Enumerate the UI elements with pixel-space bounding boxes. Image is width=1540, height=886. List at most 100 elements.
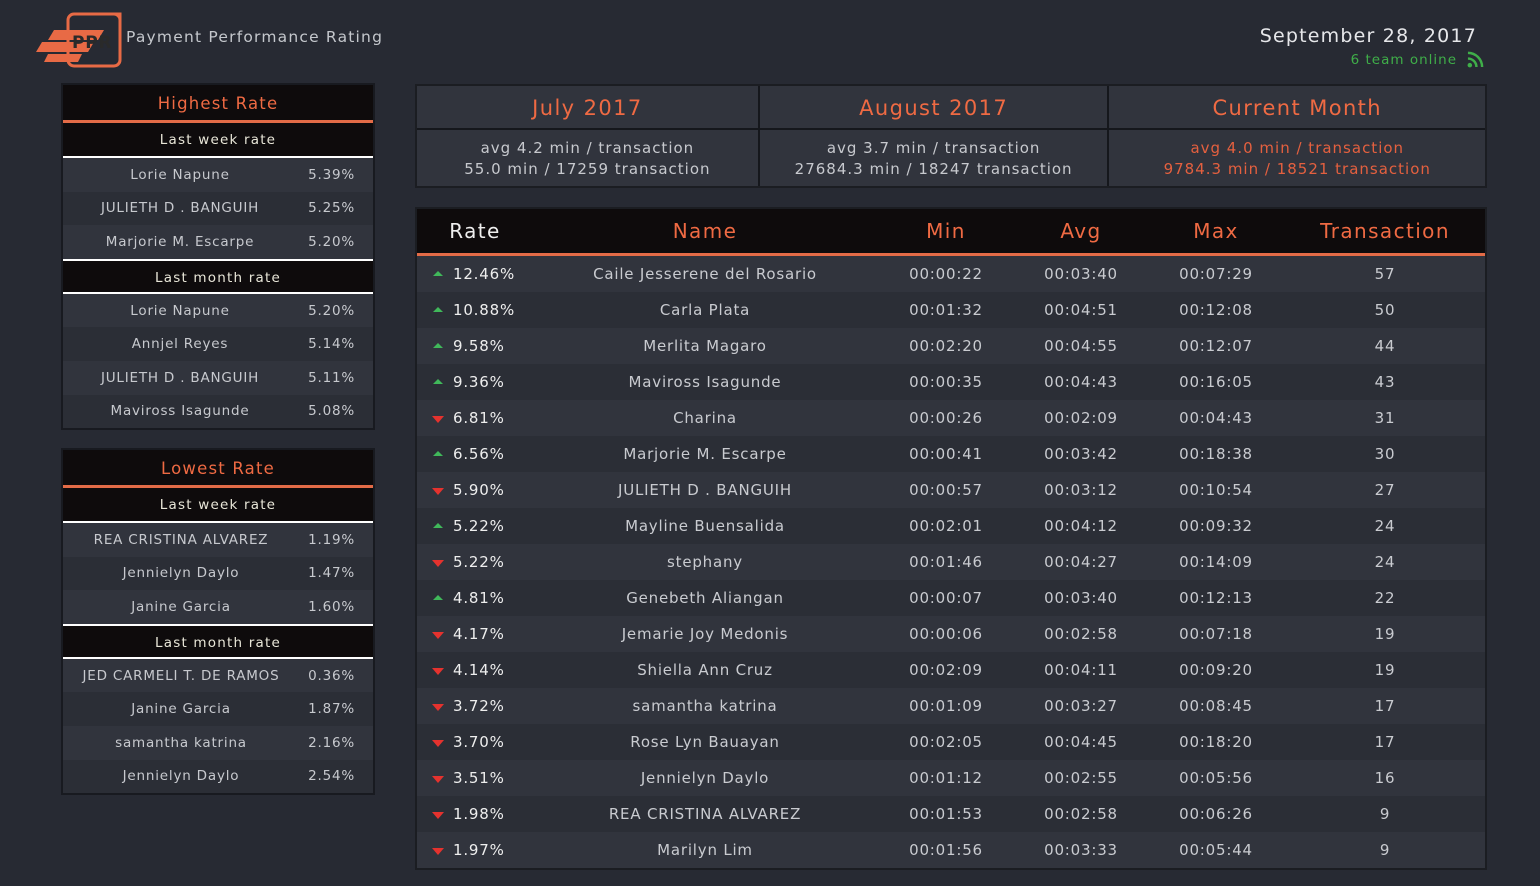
- avg-time: 00:04:27: [1044, 553, 1118, 571]
- avg-time: 00:02:58: [1044, 625, 1118, 643]
- agent-name: Jemarie Joy Medonis: [621, 625, 789, 643]
- summary-current-month: Current Month avg 4.0 min / transaction …: [1109, 86, 1486, 186]
- agent-name: Lorie Napune: [130, 166, 230, 183]
- lowest-week-list: REA CRISTINA ALVAREZ 1.19% Jennielyn Day…: [63, 523, 373, 624]
- agent-name: Annjel Reyes: [131, 336, 229, 353]
- agent-rate: 5.20%: [308, 302, 355, 319]
- trend-down-icon: [431, 774, 445, 783]
- summary-month-title: Current Month: [1109, 86, 1486, 130]
- agent-name: Marjorie M. Escarpe: [623, 445, 787, 463]
- agent-rate: 1.19%: [308, 531, 355, 548]
- transaction-count: 50: [1374, 301, 1396, 319]
- transaction-count: 31: [1374, 409, 1396, 427]
- min-time: 00:02:01: [909, 517, 983, 535]
- avg-time: 00:03:12: [1044, 481, 1118, 499]
- rate-cell: 4.17%: [417, 625, 533, 643]
- rate-cell: 3.70%: [417, 733, 533, 751]
- agent-name: stephany: [667, 553, 743, 571]
- trend-up-icon: [431, 345, 445, 348]
- table-row: 5.90% JULIETH D . BANGUIH 00:00:57 00:03:12…: [417, 472, 1485, 508]
- rate-cell: 1.98%: [417, 805, 533, 823]
- avg-time: 00:03:40: [1044, 265, 1118, 283]
- transaction-count: 16: [1374, 769, 1396, 787]
- table-row: 3.70% Rose Lyn Bauayan 00:02:05 00:04:45 00:…: [417, 724, 1485, 760]
- trend-down-icon: [431, 810, 445, 819]
- rate-cell: 6.81%: [417, 409, 533, 427]
- rate-value: 6.81%: [453, 409, 505, 427]
- max-time: 00:08:45: [1179, 697, 1253, 715]
- highest-rate-panel: Highest Rate Last week rate Lorie Napune…: [61, 83, 375, 431]
- agent-name: Rose Lyn Bauayan: [630, 733, 780, 751]
- rate-cell: 3.72%: [417, 697, 533, 715]
- min-time: 00:01:09: [909, 697, 983, 715]
- avg-time: 00:04:12: [1044, 517, 1118, 535]
- svg-text:PPR: PPR: [72, 33, 112, 53]
- trend-down-icon: [431, 846, 445, 855]
- transaction-count: 19: [1374, 661, 1396, 679]
- agent-name: Jennielyn Daylo: [122, 768, 240, 785]
- trend-up-icon: [431, 453, 445, 456]
- table-row: 4.14% Shiella Ann Cruz 00:02:09 00:04:11 00:…: [417, 652, 1485, 688]
- rate-cell: 4.81%: [417, 589, 533, 607]
- min-time: 00:02:09: [909, 661, 983, 679]
- min-time: 00:00:26: [909, 409, 983, 427]
- header-name[interactable]: Name: [672, 219, 738, 243]
- max-time: 00:09:32: [1179, 517, 1253, 535]
- summary-month-title: August 2017: [759, 86, 1108, 130]
- header-avg[interactable]: Avg: [1060, 219, 1102, 243]
- transaction-count: 9: [1379, 841, 1391, 859]
- agent-name: Janine Garcia: [131, 598, 231, 615]
- table-row: 4.81% Genebeth Aliangan 00:00:07 00:03:40 00…: [417, 580, 1485, 616]
- max-time: 00:12:07: [1179, 337, 1253, 355]
- rate-cell: 5.90%: [417, 481, 533, 499]
- max-time: 00:05:44: [1179, 841, 1253, 859]
- trend-up-icon: [431, 309, 445, 312]
- max-time: 00:05:56: [1179, 769, 1253, 787]
- list-item: samantha katrina 2.16%: [63, 726, 373, 760]
- avg-time: 00:02:58: [1044, 805, 1118, 823]
- subhead-last-month: Last month rate: [63, 623, 373, 659]
- agent-rate: 5.08%: [308, 403, 355, 420]
- min-time: 00:00:35: [909, 373, 983, 391]
- transaction-count: 30: [1374, 445, 1396, 463]
- max-time: 00:18:38: [1179, 445, 1253, 463]
- transaction-count: 17: [1374, 697, 1396, 715]
- summary-total: 9784.3 min / 18521 transaction: [1163, 160, 1431, 178]
- min-time: 00:01:32: [909, 301, 983, 319]
- list-item: Janine Garcia 1.60%: [63, 590, 373, 624]
- header-max[interactable]: Max: [1193, 219, 1239, 243]
- rate-value: 9.36%: [453, 373, 505, 391]
- performance-table: Rate Name Min Avg Max Transaction 12.46%…: [415, 207, 1487, 870]
- avg-time: 00:04:43: [1044, 373, 1118, 391]
- max-time: 00:18:20: [1179, 733, 1253, 751]
- rate-cell: 1.97%: [417, 841, 533, 859]
- agent-name: Carla Plata: [659, 301, 751, 319]
- agent-name: Jennielyn Daylo: [122, 565, 240, 582]
- list-item: JED CARMELI T. DE RAMOS 0.36%: [63, 659, 373, 693]
- agent-rate: 5.25%: [308, 200, 355, 217]
- rate-cell: 9.36%: [417, 373, 533, 391]
- trend-up-icon: [431, 381, 445, 384]
- transaction-count: 44: [1374, 337, 1396, 355]
- header-transaction[interactable]: Transaction: [1320, 219, 1450, 243]
- header-rate[interactable]: Rate: [449, 219, 501, 243]
- avg-time: 00:03:40: [1044, 589, 1118, 607]
- agent-name: Caile Jesserene del Rosario: [593, 265, 817, 283]
- min-time: 00:01:53: [909, 805, 983, 823]
- list-item: JULIETH D . BANGUIH 5.11%: [63, 361, 373, 395]
- table-row: 5.22% Mayline Buensalida 00:02:01 00:04:12 0…: [417, 508, 1485, 544]
- panel-title: Highest Rate: [63, 85, 373, 123]
- transaction-count: 24: [1374, 517, 1396, 535]
- rate-value: 4.81%: [453, 589, 505, 607]
- trend-up-icon: [431, 597, 445, 600]
- agent-rate: 5.20%: [308, 233, 355, 250]
- min-time: 00:00:41: [909, 445, 983, 463]
- trend-down-icon: [431, 738, 445, 747]
- monthly-summary: July 2017 avg 4.2 min / transaction 55.0…: [415, 84, 1487, 188]
- avg-time: 00:04:11: [1044, 661, 1118, 679]
- min-time: 00:00:22: [909, 265, 983, 283]
- agent-name: Marilyn Lim: [657, 841, 753, 859]
- agent-name: Shiella Ann Cruz: [637, 661, 773, 679]
- header-min[interactable]: Min: [926, 219, 966, 243]
- rate-value: 9.58%: [453, 337, 505, 355]
